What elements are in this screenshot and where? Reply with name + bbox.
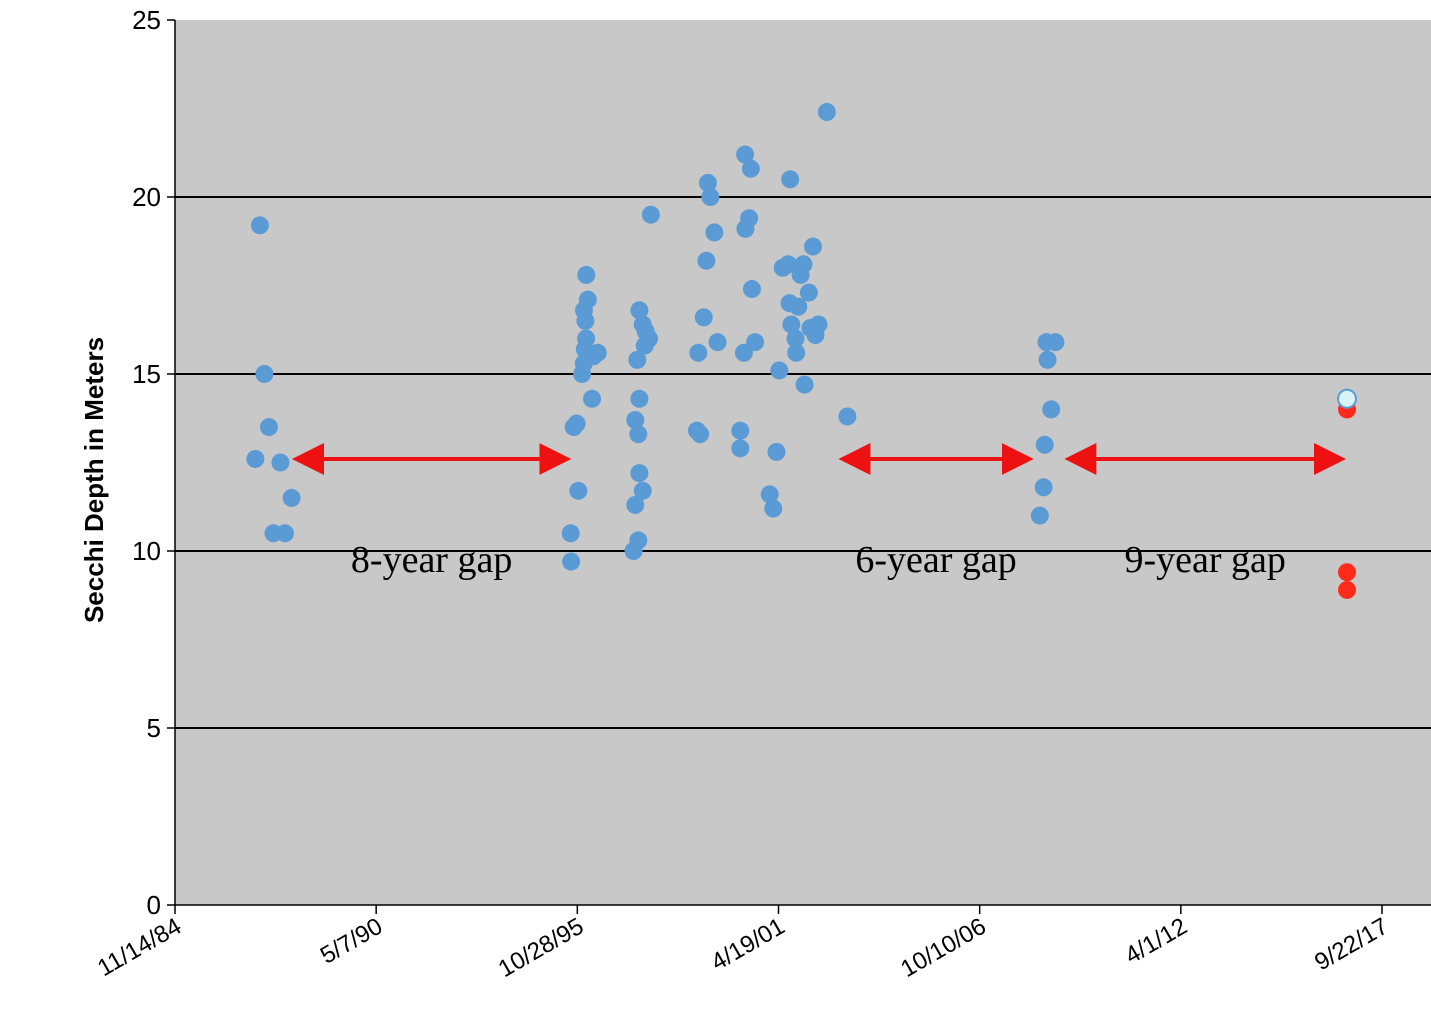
data-point [709,333,727,351]
data-point [800,284,818,302]
data-point [787,344,805,362]
data-point [577,330,595,348]
x-tick-labels: 11/14/84 5/7/90 10/28/95 4/19/01 10/10/06 4/1… [93,905,1393,983]
data-point [695,308,713,326]
data-point [634,482,652,500]
data-point [818,103,836,121]
data-point [731,439,749,457]
data-point [1042,400,1060,418]
data-point [562,553,580,571]
data-point [1338,390,1356,408]
data-point [271,454,289,472]
data-point [577,266,595,284]
data-point [630,464,648,482]
data-point [767,443,785,461]
data-point [705,223,723,241]
data-point [583,390,601,408]
data-point [731,422,749,440]
data-point [740,209,758,227]
data-point [629,531,647,549]
data-point [1036,436,1054,454]
data-point [1031,507,1049,525]
data-point [640,330,658,348]
data-point [764,500,782,518]
x-tick-label: 10/28/95 [494,913,588,983]
data-point [630,301,648,319]
data-point [689,344,707,362]
data-point [276,524,294,542]
data-point [1035,478,1053,496]
data-point [691,425,709,443]
data-point [260,418,278,436]
data-point [1338,563,1356,581]
data-point [781,170,799,188]
y-tick-label: 5 [147,713,161,743]
x-tick-label: 4/19/01 [707,913,790,976]
data-point [770,361,788,379]
data-point [283,489,301,507]
data-point [626,411,644,429]
y-tick-labels: 0 5 10 15 20 25 [132,5,175,920]
data-point [701,188,719,206]
data-point [246,450,264,468]
x-tick-label: 4/1/12 [1121,913,1192,970]
x-tick-label: 9/22/17 [1310,913,1393,976]
data-point [742,160,760,178]
data-point [746,333,764,351]
data-point [838,407,856,425]
data-point [562,524,580,542]
data-point [804,238,822,256]
data-point [796,376,814,394]
y-tick-label: 20 [132,182,161,212]
data-point [251,216,269,234]
data-point [589,344,607,362]
data-point [1046,333,1064,351]
data-point [642,206,660,224]
x-tick-label: 10/10/06 [896,913,990,983]
data-point [697,252,715,270]
data-point [630,390,648,408]
gap-label: 8-year gap [351,539,512,581]
gap-label: 6-year gap [855,539,1016,581]
x-tick-label: 5/7/90 [316,913,387,970]
gap-label: 9-year gap [1124,539,1285,581]
data-point [255,365,273,383]
data-point [569,482,587,500]
y-tick-label: 25 [132,5,161,35]
y-tick-label: 10 [132,536,161,566]
data-point [579,291,597,309]
data-point [1338,581,1356,599]
y-tick-label: 0 [147,890,161,920]
y-tick-label: 15 [132,359,161,389]
data-point [809,315,827,333]
data-point [1039,351,1057,369]
data-point [568,415,586,433]
plot-area [175,20,1431,905]
data-point [743,280,761,298]
x-tick-label: 11/14/84 [93,913,186,982]
data-point [794,255,812,273]
y-axis-label: Secchi Depth in Meters [79,337,109,623]
